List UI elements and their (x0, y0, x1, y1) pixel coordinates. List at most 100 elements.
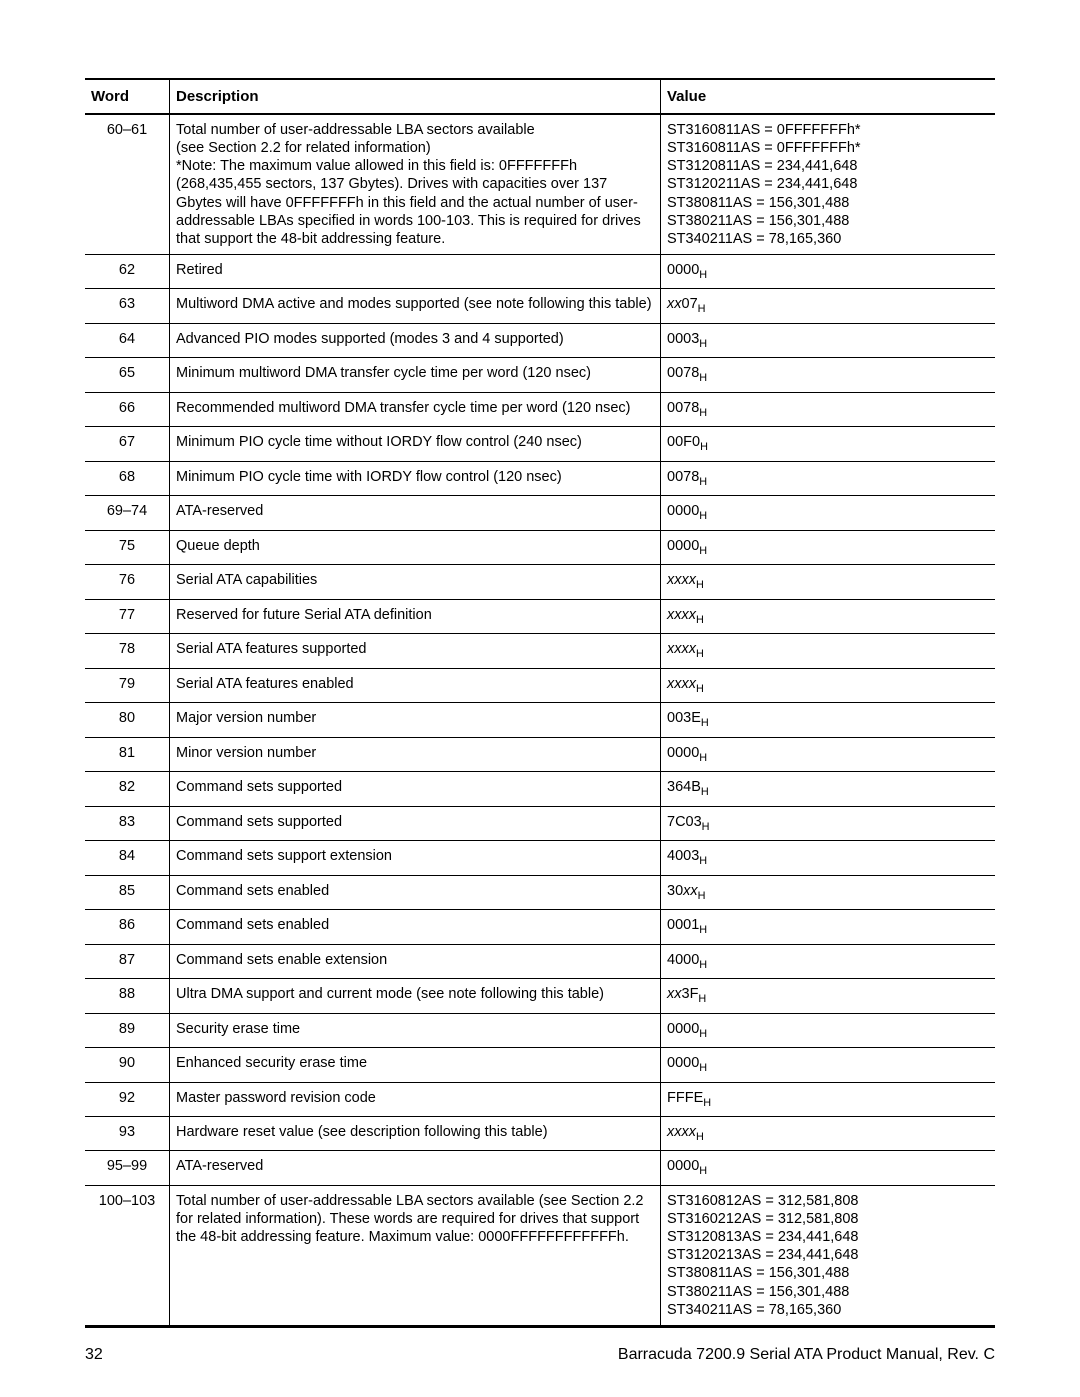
word-cell: 64 (85, 323, 170, 357)
table-row: 77Reserved for future Serial ATA definit… (85, 599, 995, 633)
description-cell: Command sets supported (170, 806, 661, 840)
hex-subscript: H (698, 303, 706, 315)
hex-subscript: H (699, 924, 707, 936)
hex-subscript: H (699, 1165, 707, 1177)
value-cell: 7C03H (661, 806, 996, 840)
table-header-row: Word Description Value (85, 79, 995, 114)
description-line: Serial ATA features supported (176, 640, 654, 658)
description-line: Major version number (176, 709, 654, 727)
hex-value: 0000H (667, 745, 707, 761)
hex-value: FFFEH (667, 1090, 711, 1106)
word-cell: 65 (85, 358, 170, 392)
word-cell: 100–103 (85, 1185, 170, 1325)
description-line: Command sets support extension (176, 847, 654, 865)
value-cell: xxxxH (661, 599, 996, 633)
hex-subscript: H (700, 441, 708, 453)
hex-subscript: H (702, 821, 710, 833)
hex-subscript: H (701, 717, 709, 729)
value-cell: 0078H (661, 392, 996, 426)
hex-subscript: H (698, 993, 706, 1005)
value-cell: xx3FH (661, 979, 996, 1013)
table-row: 85Command sets enabled30xxH (85, 875, 995, 909)
value-line: ST380211AS = 156,301,488 (667, 212, 989, 230)
table-row: 69–74ATA-reserved0000H (85, 496, 995, 530)
value-cell: 0000H (661, 1013, 996, 1047)
value-cell: FFFEH (661, 1082, 996, 1116)
hex-value: xx3FH (667, 986, 706, 1002)
table-row: 78Serial ATA features supportedxxxxH (85, 634, 995, 668)
value-line: ST3120211AS = 234,441,648 (667, 175, 989, 193)
description-cell: Queue depth (170, 530, 661, 564)
description-cell: Command sets supported (170, 772, 661, 806)
table-row: 84 Command sets support extension 4003H (85, 841, 995, 875)
table-row: 86Command sets enabled0001H (85, 910, 995, 944)
hex-subscript: H (699, 855, 707, 867)
word-cell: 66 (85, 392, 170, 426)
description-line: Ultra DMA support and current mode (see … (176, 985, 654, 1003)
word-cell: 95–99 (85, 1151, 170, 1185)
word-cell: 88 (85, 979, 170, 1013)
word-cell: 60–61 (85, 114, 170, 254)
word-cell: 90 (85, 1048, 170, 1082)
description-line: Recommended multiword DMA transfer cycle… (176, 399, 654, 417)
table-row: 79Serial ATA features enabledxxxxH (85, 668, 995, 702)
description-cell: Retired (170, 254, 661, 288)
table-row: 82Command sets supported364BH (85, 772, 995, 806)
hex-value: 7C03H (667, 814, 710, 830)
hex-value: xxxxH (667, 1124, 704, 1140)
hex-subscript: H (699, 545, 707, 557)
word-cell: 84 (85, 841, 170, 875)
word-cell: 68 (85, 461, 170, 495)
hex-subscript: H (699, 1062, 707, 1074)
hex-subscript: H (699, 752, 707, 764)
hex-base: 0000 (667, 503, 699, 519)
word-cell: 85 (85, 875, 170, 909)
word-cell: 93 (85, 1116, 170, 1150)
description-line: Command sets enabled (176, 916, 654, 934)
description-line: Advanced PIO modes supported (modes 3 an… (176, 330, 654, 348)
value-cell: 0078H (661, 461, 996, 495)
hex-subscript: H (699, 958, 707, 970)
hex-base: 7C03 (667, 814, 702, 830)
table-row: 93 Hardware reset value (see description … (85, 1116, 995, 1150)
hex-value: 30xxH (667, 883, 705, 899)
hex-base: 0078 (667, 469, 699, 485)
table-row: 64 Advanced PIO modes supported (modes 3 … (85, 323, 995, 357)
hex-value: 0000H (667, 1055, 707, 1071)
value-cell: xxxxH (661, 1116, 996, 1150)
hex-prefix: 30 (667, 883, 683, 899)
hex-value: xx07H (667, 296, 705, 312)
value-cell: 00F0H (661, 427, 996, 461)
description-cell: Serial ATA capabilities (170, 565, 661, 599)
value-cell: 0000H (661, 1151, 996, 1185)
hex-base: 4003 (667, 848, 699, 864)
description-line: Hardware reset value (see description fo… (176, 1123, 654, 1141)
description-cell: Minimum PIO cycle time without IORDY flo… (170, 427, 661, 461)
hex-subscript: H (699, 407, 707, 419)
table-row: 95–99ATA-reserved0000H (85, 1151, 995, 1185)
description-line: Serial ATA capabilities (176, 571, 654, 589)
value-cell: ST3160812AS = 312,581,808ST3160212AS = 3… (661, 1185, 996, 1325)
hex-value: 0000H (667, 1158, 707, 1174)
description-cell: Major version number (170, 703, 661, 737)
page-footer: 32 Barracuda 7200.9 Serial ATA Product M… (85, 1327, 995, 1364)
hex-subscript: H (696, 614, 704, 626)
value-cell: xxxxH (661, 668, 996, 702)
value-cell: 4003H (661, 841, 996, 875)
value-line: ST3160812AS = 312,581,808 (667, 1192, 989, 1210)
description-line: Minimum PIO cycle time with IORDY flow c… (176, 468, 654, 486)
description-line: Minor version number (176, 744, 654, 762)
word-cell: 82 (85, 772, 170, 806)
table-row: 68 Minimum PIO cycle time with IORDY flow… (85, 461, 995, 495)
description-cell: Minimum PIO cycle time with IORDY flow c… (170, 461, 661, 495)
hex-base: 00F0 (667, 434, 700, 450)
col-header-word: Word (85, 79, 170, 114)
word-cell: 83 (85, 806, 170, 840)
description-line: Total number of user-addressable LBA sec… (176, 121, 654, 139)
hex-base: xxxx (667, 607, 696, 623)
value-cell: xxxxH (661, 634, 996, 668)
hex-value: 0000H (667, 1021, 707, 1037)
description-cell: Master password revision code (170, 1082, 661, 1116)
hex-value: xxxxH (667, 676, 704, 692)
hex-base: 3F (682, 986, 699, 1002)
